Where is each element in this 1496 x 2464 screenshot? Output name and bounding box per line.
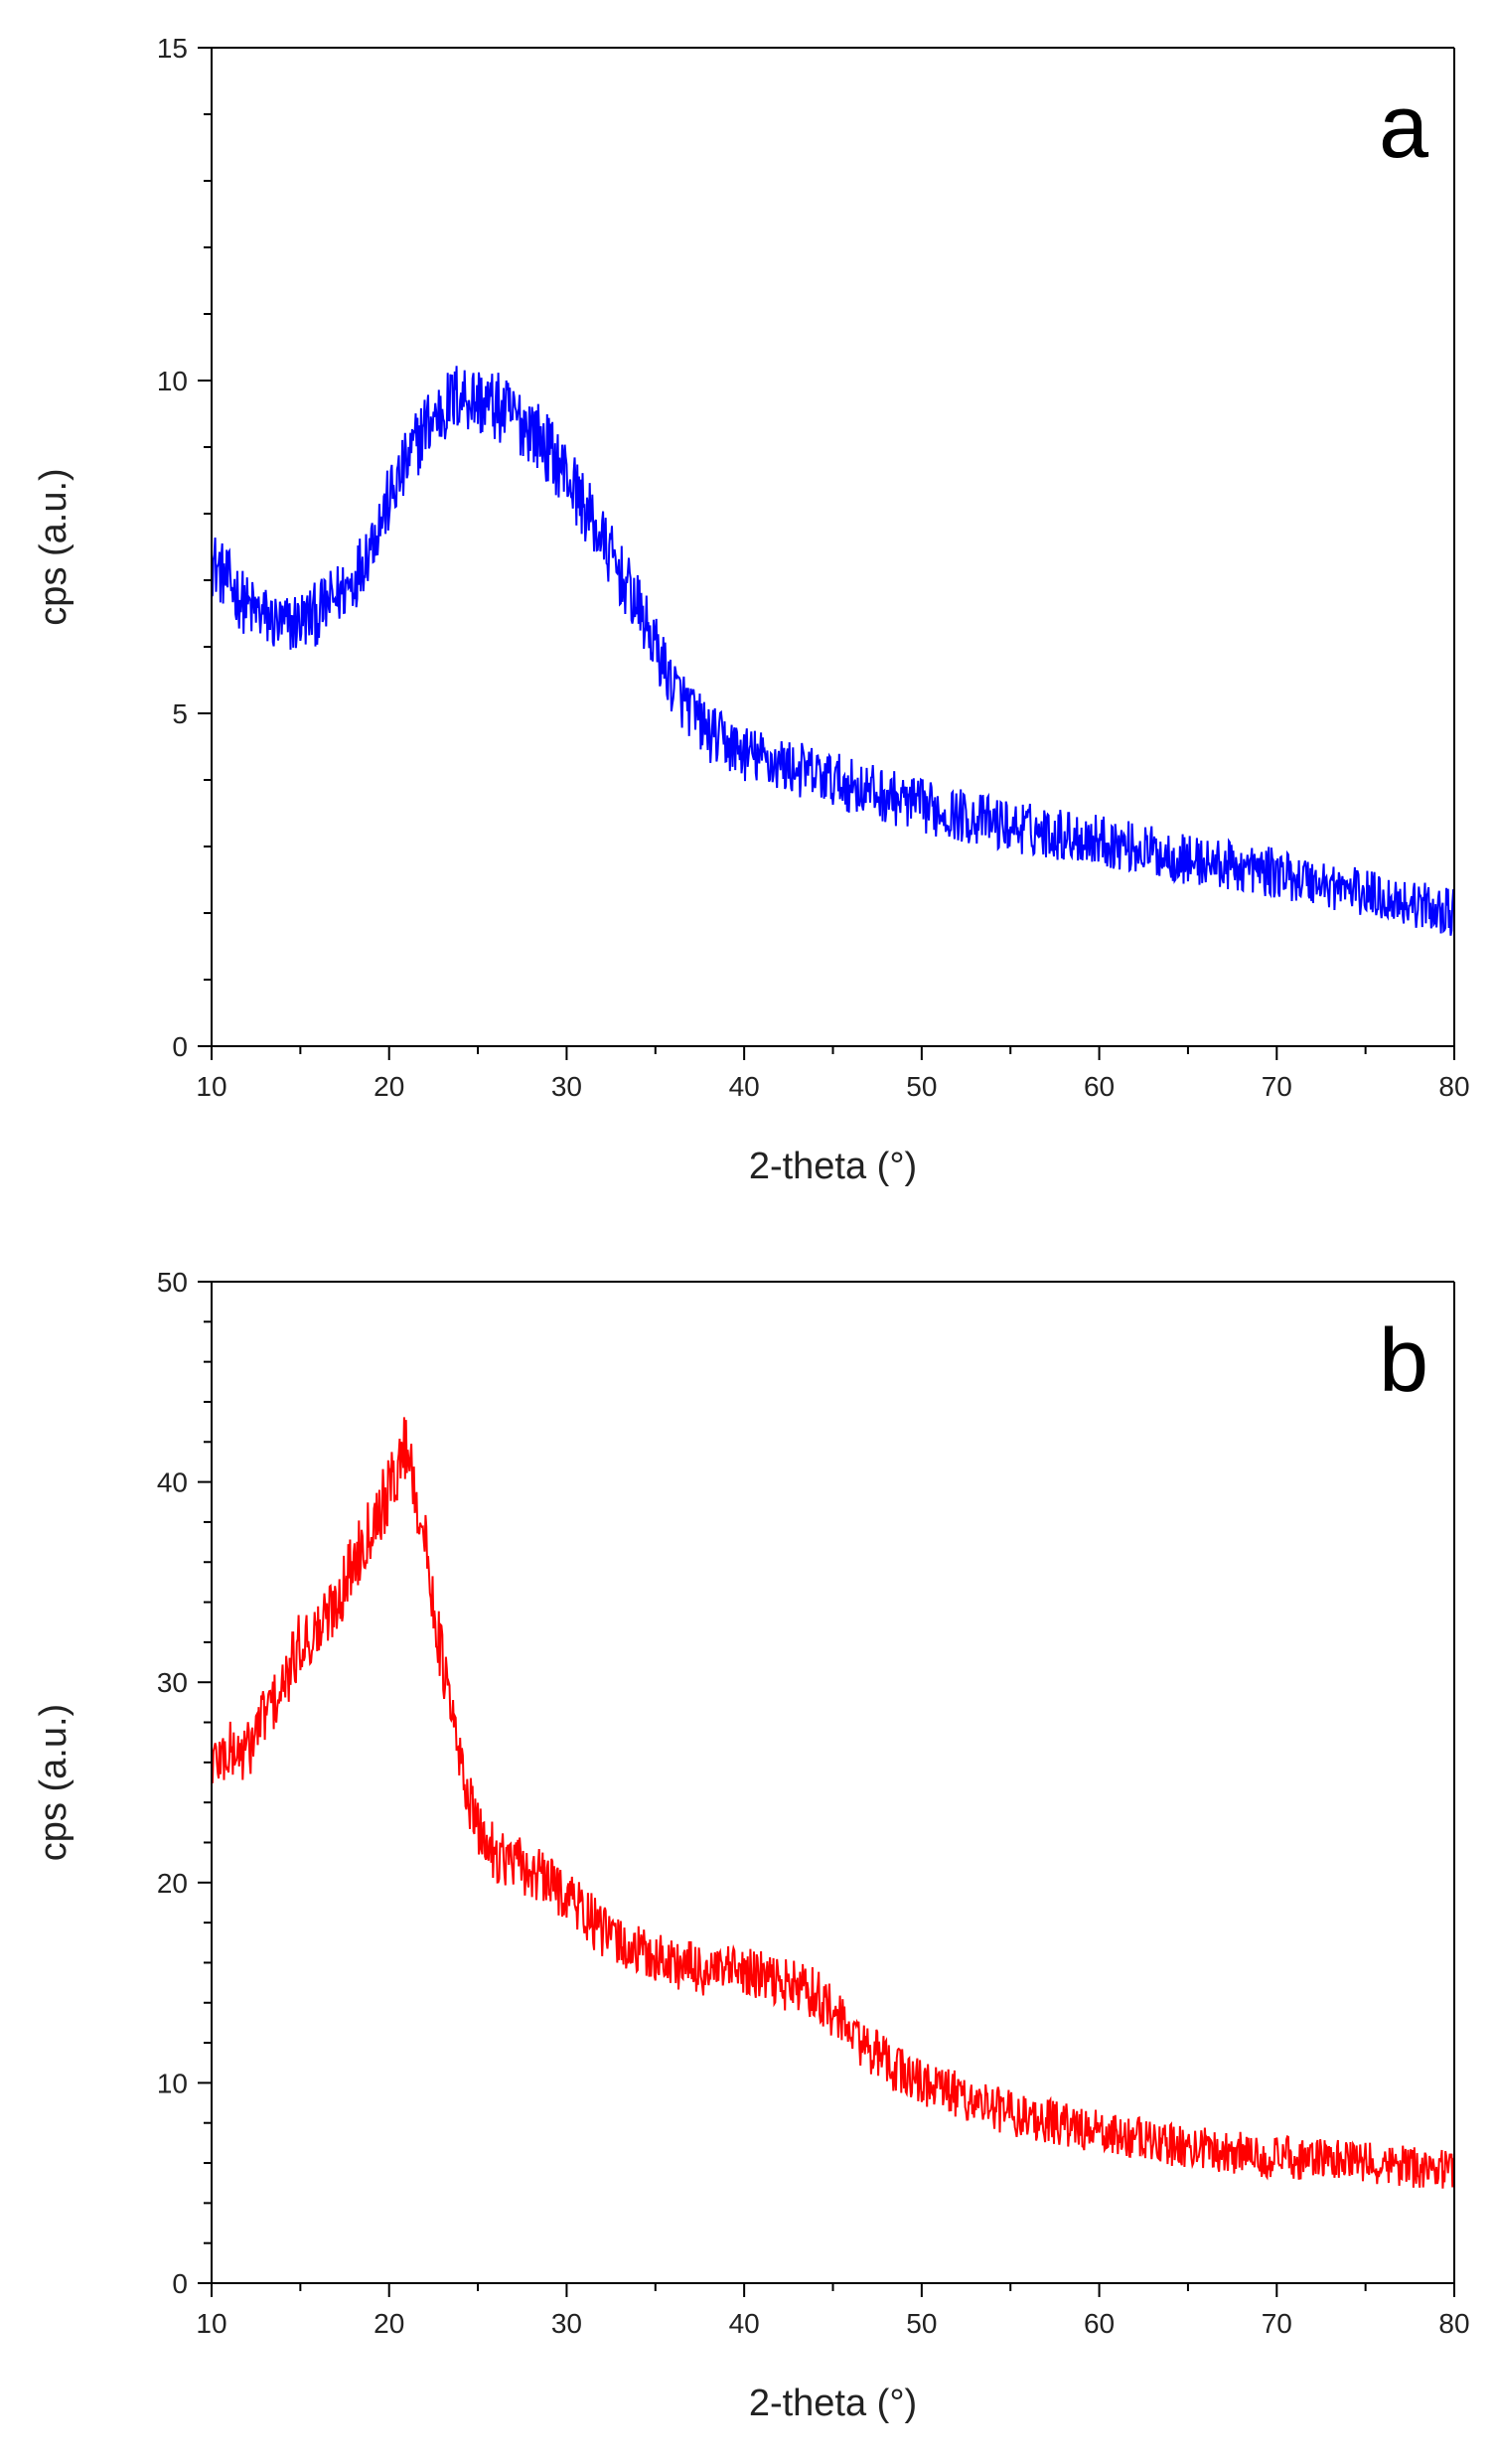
panel-label: b <box>1379 1311 1428 1411</box>
y-axis-label: cps (a.u.) <box>33 468 75 625</box>
x-tick-label: 30 <box>551 1071 582 1102</box>
x-tick-label: 10 <box>196 1071 226 1102</box>
panel-label: a <box>1379 77 1429 177</box>
x-tick-label: 50 <box>906 2308 937 2339</box>
y-tick-label: 40 <box>157 1467 188 1498</box>
y-tick-label: 30 <box>157 1667 188 1698</box>
y-tick-label: 0 <box>172 2268 188 2299</box>
x-axis-label: 2-theta (°) <box>749 1146 917 1187</box>
y-tick-label: 50 <box>157 1267 188 1298</box>
x-tick-label: 70 <box>1262 1071 1292 1102</box>
data-series-b <box>211 1417 1455 2189</box>
y-tick-label: 10 <box>157 2068 188 2098</box>
x-tick-label: 30 <box>551 2308 582 2339</box>
y-tick-label: 15 <box>157 33 188 64</box>
x-tick-label: 60 <box>1084 2308 1115 2339</box>
data-series-a <box>211 366 1455 936</box>
x-tick-label: 80 <box>1438 1071 1469 1102</box>
x-tick-label: 20 <box>374 1071 404 1102</box>
x-tick-label: 60 <box>1084 1071 1115 1102</box>
chart-panel-b: 10 20 30 40 50 60 70 80 0 10 20 30 40 50 2-theta (°) cp… <box>33 1267 1470 2424</box>
x-axis-label: 2-theta (°) <box>749 2383 917 2424</box>
x-tick-label: 10 <box>196 2308 226 2339</box>
x-tick-label: 20 <box>374 2308 404 2339</box>
y-tick-label: 10 <box>157 366 188 396</box>
y-tick-label: 0 <box>172 1031 188 1062</box>
x-tick-label: 40 <box>729 2308 760 2339</box>
x-tick-label: 40 <box>729 1071 760 1102</box>
x-tick-label: 50 <box>906 1071 937 1102</box>
x-tick-label: 70 <box>1262 2308 1292 2339</box>
x-tick-label: 80 <box>1438 2308 1469 2339</box>
y-tick-label: 20 <box>157 1868 188 1899</box>
y-tick-label: 5 <box>172 698 188 729</box>
y-axis-label: cps (a.u.) <box>33 1704 75 1861</box>
chart-panel-a: 10 20 30 40 50 60 70 80 0 5 10 15 2-theta (°) cps (a.… <box>33 33 1470 1187</box>
